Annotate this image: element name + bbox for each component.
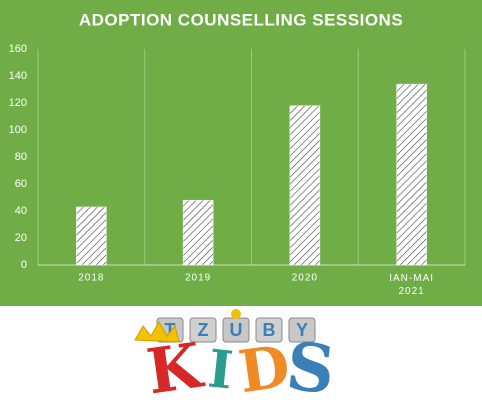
- chart-title: ADOPTION COUNSELLING SESSIONS: [79, 10, 403, 29]
- y-tick-label: 120: [9, 97, 27, 109]
- bar: [289, 105, 321, 266]
- logo-letter: T: [165, 320, 176, 340]
- x-tick-label: IAN-MAI 2021: [389, 273, 434, 297]
- logo-letter: U: [230, 320, 243, 340]
- y-tick-label: 80: [15, 151, 27, 163]
- logo-tile: [255, 317, 283, 343]
- y-tick-label: 140: [9, 70, 27, 82]
- logo-tile: [189, 317, 217, 343]
- y-tick-label: 160: [9, 43, 27, 55]
- logo-letter: D: [235, 332, 294, 406]
- logo-tile: [288, 317, 316, 343]
- y-tick-label: 0: [21, 259, 27, 271]
- logo-dot: [231, 309, 241, 319]
- logo-letter: Y: [296, 320, 308, 340]
- logo-letter: B: [263, 320, 276, 340]
- y-tick-label: 60: [15, 178, 27, 190]
- bar: [396, 83, 427, 266]
- x-tick-label: 2018: [78, 273, 104, 284]
- bar: [76, 206, 107, 266]
- y-tick-label: 100: [9, 124, 27, 136]
- bar: [182, 199, 214, 266]
- logo-letter: S: [283, 327, 339, 410]
- x-tick-label: 2020: [292, 273, 318, 284]
- logo-letter: I: [205, 338, 236, 401]
- logo-crown: [134, 320, 180, 343]
- y-tick-label: 40: [15, 205, 27, 217]
- logo: TZUBYTZUBYKIDSKIDS: [134, 309, 339, 410]
- logo-letter: Z: [198, 320, 209, 340]
- y-tick-label: 20: [15, 232, 27, 244]
- x-tick-label: 2019: [185, 273, 211, 284]
